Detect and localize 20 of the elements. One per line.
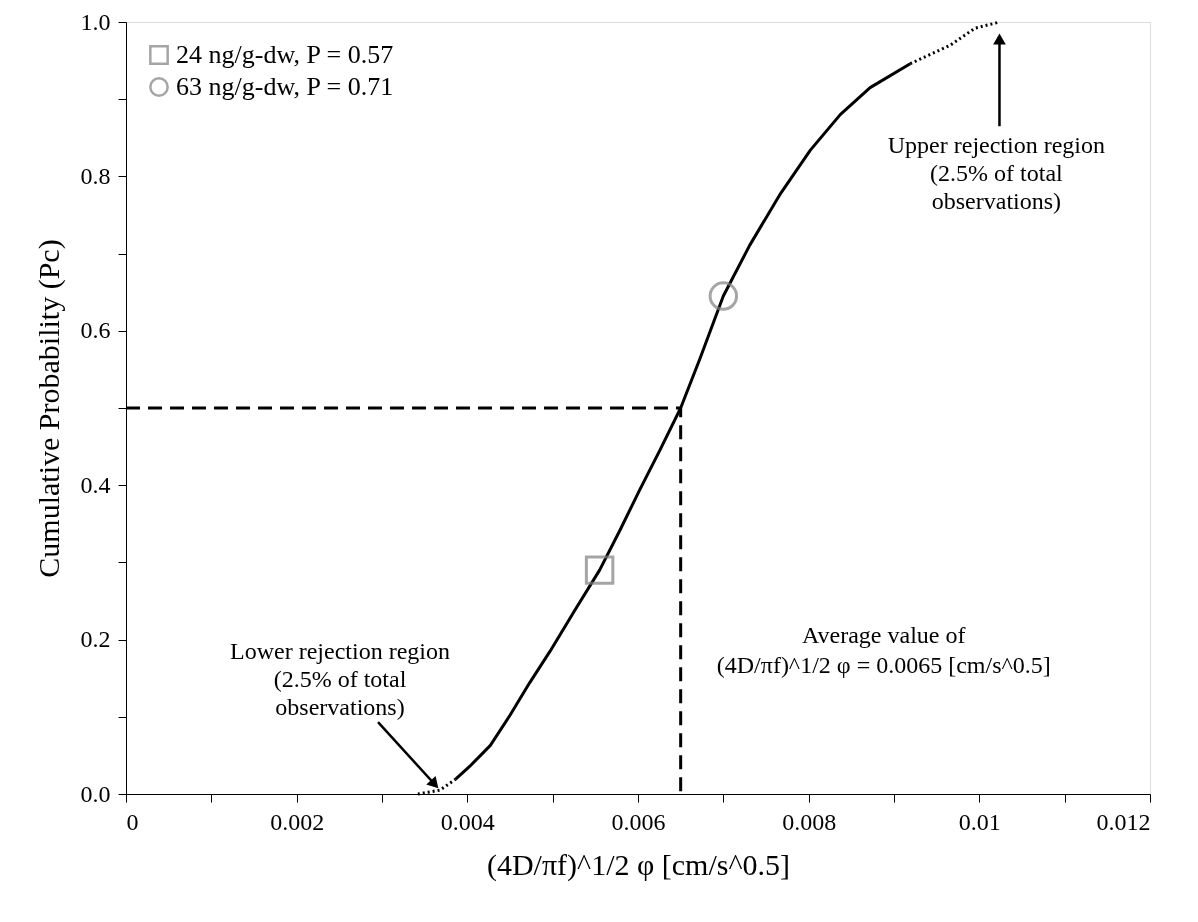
legend-label: 24 ng/g-dw, P = 0.57 [176,40,394,69]
x-tick-label: 0.012 [1096,808,1151,835]
x-tick-label: 0.008 [782,808,837,835]
annotation: Lower rejection region (2.5% of total observations) [230,638,450,721]
legend-label: 63 ng/g-dw, P = 0.71 [176,72,394,101]
x-tick-label: 0 [126,808,139,835]
x-axis-title: (4D/πf)^1/2 φ [cm/s^0.5] [486,847,791,882]
x-tick-label: 0.006 [611,808,666,835]
y-tick-label: 0.0 [80,780,111,807]
x-tick-label: 0.01 [958,808,1001,835]
y-tick-label: 0.8 [80,162,111,189]
y-tick-label: 0.6 [80,317,111,344]
annotation: Average value of (4D/πf)^1/2 φ = 0.0065 [cm/s^0.5] [716,622,1051,679]
x-tick-label: 0.002 [270,808,325,835]
x-tick-label: 0.004 [440,808,495,835]
annotation: Upper rejection region (2.5% of total observations) [887,131,1106,214]
y-tick-label: 0.4 [80,471,111,498]
y-tick-label: 0.2 [80,626,111,653]
y-tick-label: 1.0 [80,8,111,35]
y-axis-title: Cumulative Probability (Pc) [31,239,66,578]
